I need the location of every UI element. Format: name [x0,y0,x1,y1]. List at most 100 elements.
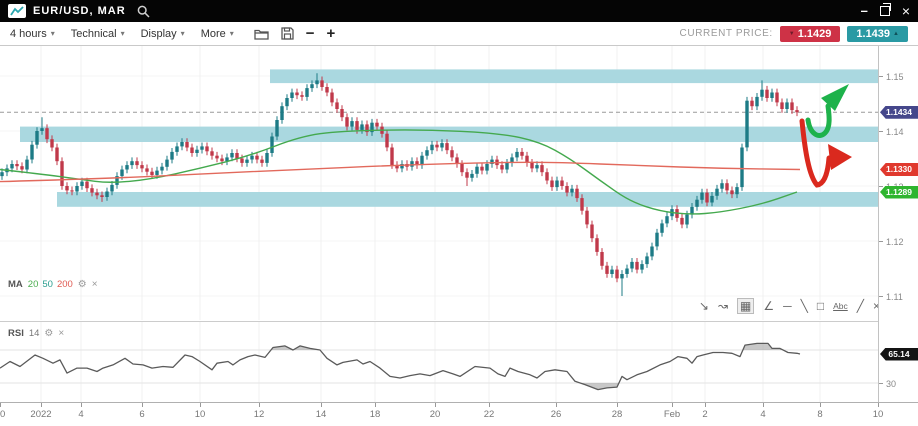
ma-slow-red [0,161,801,183]
current-price-label: CURRENT PRICE: [679,28,773,39]
price-axis: 1.151.141.131.121.111.14341.13301.128930… [878,46,918,402]
price-tick-1.12: 1.12 [886,236,904,247]
tick-mark [375,403,376,407]
candlestick-chart-canvas[interactable] [0,46,878,320]
restore-button[interactable] [879,3,891,16]
dropdown-label: Technical [70,27,117,40]
rsi-line [0,342,801,391]
price-tick-1.14: 1.14 [886,126,904,137]
zone-support-lower [57,192,878,207]
ma-period-50: 50 [42,279,53,290]
x-axis-label-feb: Feb [663,409,681,420]
ma-fast-green [0,129,798,215]
x-axis-label-30: 30 [0,409,6,420]
tick-mark [820,403,821,407]
dropdown-group: 4 hours ▾ Technical ▾ Display ▾ More ▾ [10,28,234,40]
panel-divider [0,321,918,322]
tool-gann-fan-icon[interactable]: ∠ [763,299,775,313]
ma-remove-icon[interactable]: × [91,279,98,290]
window-controls: – × [860,3,910,19]
ma-indicator-label: MA 20 50 200 ⚙ × [8,279,98,290]
zoom-in-button[interactable]: + [326,24,336,42]
tick-mark [878,403,879,407]
search-icon[interactable] [137,5,150,18]
tick-mark [879,241,883,242]
tick-mark [142,403,143,407]
chart-toolbar: 4 hours ▾ Technical ▾ Display ▾ More ▾ − + CURR… [0,22,918,46]
title-bar: EUR/USD, MAR – × [0,0,918,22]
x-axis-label-28: 28 [611,409,623,420]
tick-mark [763,403,764,407]
rsi-settings-gear-icon[interactable]: ⚙ [44,328,54,339]
dropdown-label: 4 hours [10,27,47,40]
green-up-arrow-head [821,84,849,111]
tick-mark [556,403,557,407]
tool-horizontal-line-icon[interactable]: ─ [783,299,792,313]
tick-mark [705,403,706,407]
x-axis-label-10: 10 [194,409,206,420]
tick-mark [879,296,883,297]
tick-mark [489,403,490,407]
tool-rectangle-icon[interactable]: □ [816,299,825,313]
app-logo-icon [8,4,26,18]
symbol-title: EUR/USD, MAR [33,5,126,17]
rsi-tick-30: 30 [886,378,897,389]
dropdown-display[interactable]: Display ▾ [141,28,185,40]
tick-mark [200,403,201,407]
zoom-out-button[interactable]: − [305,24,315,42]
dropdown-4-hours[interactable]: 4 hours ▾ [10,28,55,40]
tool-text-icon[interactable]: Abc [833,301,848,311]
bid-arrow-icon: ▼ [788,30,795,37]
ma-settings-gear-icon[interactable]: ⚙ [77,279,87,290]
price-tag-1.1289: 1.1289 [880,185,918,199]
tool-grid-icon[interactable]: ▦ [736,298,755,314]
zone-resistance-upper [270,69,878,84]
price-tag-1.1434: 1.1434 [880,105,918,119]
tool-close-icon[interactable]: × [872,299,880,313]
toolbar-icons: − + [254,24,336,42]
rsi-remove-icon[interactable]: × [58,328,65,339]
save-icon[interactable] [281,27,294,40]
ask-price-badge: 1.1439 ▲ [847,25,908,42]
current-price-group: CURRENT PRICE: ▼ 1.1429 1.1439 ▲ [679,25,908,42]
tick-mark [879,186,883,187]
ma-name: MA [8,279,23,290]
tick-mark [0,403,1,407]
open-folder-icon[interactable] [254,28,269,40]
tool-line-icon[interactable]: ╱ [856,299,864,313]
x-axis-label-8: 8 [817,409,823,420]
tool-freehand-curve-icon[interactable]: ↝ [717,299,728,313]
ma-periods: 20 50 200 [28,279,73,290]
x-axis-label-12: 12 [253,409,265,420]
tick-mark [321,403,322,407]
minimize-button[interactable]: – [860,3,868,18]
dropdown-technical[interactable]: Technical ▾ [71,28,125,40]
red-down-arrow [799,118,832,188]
ma-period-20: 20 [27,279,39,290]
red-down-arrow-head [828,144,852,170]
tool-trend-line-icon[interactable]: ╲ [800,299,808,313]
close-window-button[interactable]: × [901,3,910,19]
tick-mark [41,403,42,407]
time-axis: 302022461012141820222628Feb24810 [0,402,918,426]
chevron-down-icon: ▾ [180,29,185,38]
ask-arrow-icon: ▲ [893,30,899,37]
dropdown-more[interactable]: More ▾ [201,28,234,40]
rsi-chart-canvas[interactable] [0,322,878,402]
x-axis-label-4: 4 [78,409,84,420]
price-tick-1.11: 1.11 [886,291,903,302]
rsi-indicator-label: RSI 14 ⚙ × [8,328,64,339]
price-tick-1.15: 1.15 [886,71,904,82]
tool-cursor-icon[interactable]: ↘ [698,299,709,313]
rsi-value-tag: 65.14 [880,347,918,361]
x-axis-label-6: 6 [139,409,145,420]
tick-mark [617,403,618,407]
price-tag-1.1330: 1.1330 [880,163,918,176]
x-axis-label-18: 18 [369,409,381,420]
tick-mark [879,383,883,384]
x-axis-label-22: 22 [483,409,495,420]
x-axis-label-4: 4 [760,409,766,420]
tick-mark [879,76,883,77]
dropdown-label: Display [140,27,177,40]
